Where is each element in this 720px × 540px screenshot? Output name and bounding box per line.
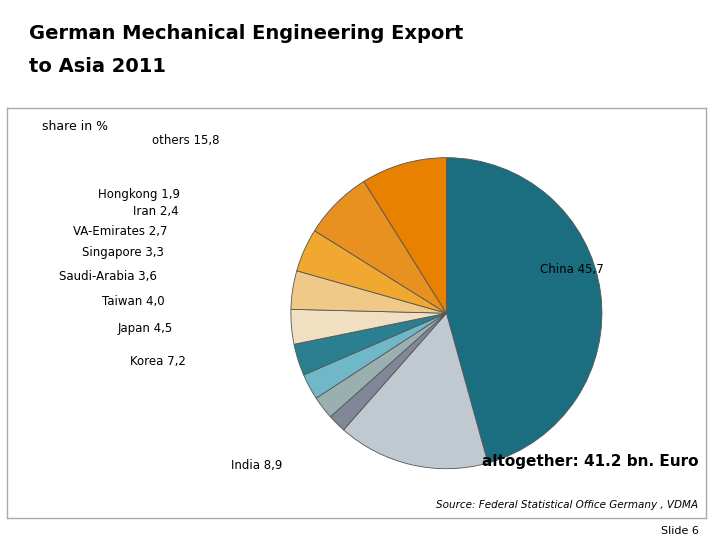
Wedge shape	[304, 313, 446, 398]
Wedge shape	[297, 231, 446, 313]
Text: Japan 4,5: Japan 4,5	[117, 322, 173, 335]
Wedge shape	[294, 313, 446, 375]
Text: Slide 6: Slide 6	[660, 525, 698, 536]
Text: Saudi-Arabia 3,6: Saudi-Arabia 3,6	[59, 270, 157, 283]
Text: Taiwan 4,0: Taiwan 4,0	[102, 295, 164, 308]
Text: Hongkong 1,9: Hongkong 1,9	[98, 188, 180, 201]
Wedge shape	[343, 313, 488, 469]
Text: others 15,8: others 15,8	[152, 134, 220, 147]
Wedge shape	[316, 313, 446, 417]
Text: Iran 2,4: Iran 2,4	[133, 205, 179, 218]
Text: Korea 7,2: Korea 7,2	[130, 355, 186, 368]
Wedge shape	[291, 271, 446, 313]
Wedge shape	[315, 181, 446, 313]
Wedge shape	[330, 313, 446, 430]
Wedge shape	[364, 158, 446, 313]
Text: Singapore 3,3: Singapore 3,3	[82, 246, 164, 259]
Text: India 8,9: India 8,9	[230, 459, 282, 472]
Text: Source: Federal Statistical Office Germany , VDMA: Source: Federal Statistical Office Germa…	[436, 500, 698, 510]
Text: VA-Emirates 2,7: VA-Emirates 2,7	[73, 225, 167, 238]
Wedge shape	[291, 309, 446, 345]
Text: altogether: 41.2 bn. Euro: altogether: 41.2 bn. Euro	[482, 454, 698, 469]
Text: China 45,7: China 45,7	[540, 264, 604, 276]
Text: to Asia 2011: to Asia 2011	[29, 57, 166, 76]
Wedge shape	[446, 158, 602, 463]
Text: German Mechanical Engineering Export: German Mechanical Engineering Export	[29, 24, 463, 43]
Text: share in %: share in %	[42, 120, 108, 133]
